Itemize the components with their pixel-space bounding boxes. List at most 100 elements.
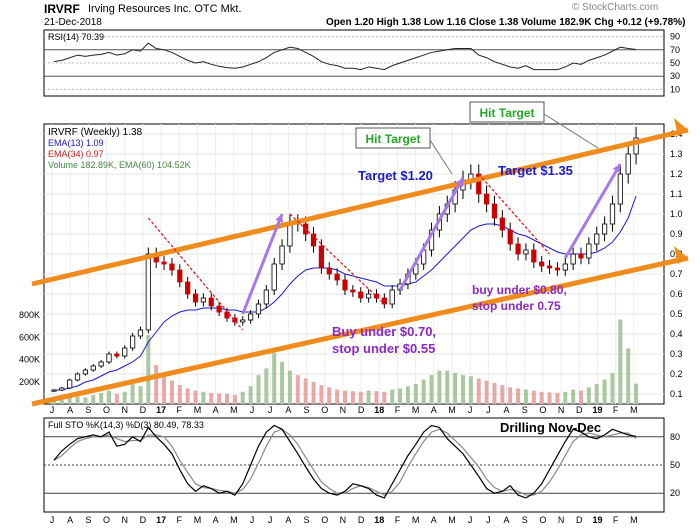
x-tick-label: J [268, 515, 273, 525]
candle-body [373, 293, 380, 299]
volume-bar [193, 390, 198, 404]
volume-bar [398, 388, 403, 404]
x-tick-label: A [213, 405, 219, 415]
price-tick-label: 0.6 [670, 289, 683, 299]
candle-body [177, 269, 183, 283]
x-tick-label: S [522, 515, 528, 525]
candle-body [74, 373, 81, 381]
volume-bar [107, 390, 111, 404]
x-tick-label: J [50, 515, 55, 525]
price-tick-label: 1.1 [670, 189, 683, 199]
candle-body [122, 347, 128, 357]
stop-075-label: stop under 0.75 [472, 299, 561, 313]
downtrend-line-2 [289, 213, 385, 305]
hit-target-label-1: Hit Target [365, 132, 420, 146]
x-tick-label: J [468, 515, 473, 525]
x-tick-label: 17 [156, 405, 166, 415]
x-tick-label: M [630, 515, 638, 525]
x-tick-label: M [194, 515, 202, 525]
volume-bar [169, 380, 174, 404]
candle-body [358, 291, 364, 299]
candle-body [279, 245, 285, 265]
x-tick-label: M [412, 405, 420, 415]
x-tick-label: S [522, 405, 528, 415]
ohlc-summary: Open 1.20 High 1.38 Low 1.16 Close 1.38 … [326, 17, 686, 28]
hit-target-label-1-box [355, 127, 431, 149]
candle-body [334, 273, 340, 281]
x-tick-label: J [486, 515, 491, 525]
x-tick-label: O [103, 405, 110, 415]
volume-bar [59, 399, 64, 404]
candle-body [562, 263, 568, 271]
volume-bar [335, 389, 340, 404]
volume-bar [130, 384, 135, 404]
x-tick-label: N [558, 515, 565, 525]
x-tick-label: O [539, 515, 546, 525]
volume-bar [256, 375, 261, 404]
volume-bar [311, 381, 316, 404]
x-tick-label: 19 [592, 515, 602, 525]
volume-bar [579, 390, 583, 404]
volume-tick-label: 400K [19, 355, 40, 365]
candle-body [531, 249, 537, 263]
rsi-tick-label: 50 [670, 58, 680, 68]
candle-body [271, 263, 277, 291]
volume-bar [500, 385, 505, 404]
volume-bar [272, 352, 277, 404]
volume-bar [185, 388, 190, 404]
sto-k-line [53, 424, 637, 499]
channel-upper-arrowhead [674, 118, 688, 136]
candle-body [617, 173, 623, 205]
candle-body [546, 265, 553, 269]
x-tick-label: M [448, 515, 456, 525]
candle-body [247, 313, 254, 321]
candle-body [507, 229, 513, 245]
price-tick-label: 0.1 [670, 389, 683, 399]
x-tick-label: O [103, 515, 110, 525]
volume-bar [209, 392, 214, 404]
rsi-tick-label: 10 [670, 84, 680, 94]
volume-bar [571, 389, 576, 404]
candle-body [185, 281, 191, 295]
x-tick-label: N [340, 405, 347, 415]
x-tick-label: D [576, 515, 583, 525]
volume-tick-label: 600K [19, 332, 40, 342]
candle-body [539, 261, 545, 267]
x-tick-label: M [194, 405, 202, 415]
downtrend-line-3 [478, 173, 551, 255]
volume-bar [492, 382, 497, 404]
x-tick-label: O [321, 405, 328, 415]
buy-080-label: buy under $0.80, [472, 283, 567, 297]
x-tick-label: J [250, 515, 255, 525]
x-tick-label: J [250, 405, 255, 415]
x-tick-label: F [613, 515, 619, 525]
candle-body [609, 203, 616, 225]
candle-body [499, 217, 505, 231]
sto-tick-label: 20 [670, 488, 680, 498]
x-tick-label: D [140, 405, 147, 415]
channel-upper-line [31, 127, 689, 287]
x-tick-label: A [504, 405, 510, 415]
chart-date: 21-Dec-2018 [44, 17, 102, 28]
x-tick-label: S [85, 515, 91, 525]
rsi-tick-label: 90 [670, 32, 680, 42]
x-tick-label: O [321, 515, 328, 525]
hit-target-label-2: Hit Target [479, 106, 534, 120]
x-tick-label: A [431, 405, 437, 415]
sto-d-line [53, 428, 637, 496]
volume-bar [468, 376, 473, 404]
volume-bar [634, 383, 639, 404]
x-tick-label: J [468, 405, 473, 415]
volume-bar [539, 391, 544, 404]
volume-label: Volume 182.89K, EMA(60) 104.52K [48, 160, 191, 170]
volume-bar [366, 390, 371, 404]
price-tick-label: 0.3 [670, 349, 683, 359]
volume-bar [75, 396, 80, 404]
channel-lower-line [31, 255, 689, 407]
volume-bar [484, 380, 489, 404]
x-tick-label: M [630, 405, 638, 415]
volume-bar [91, 395, 96, 404]
candle-body [90, 365, 96, 371]
ema34-label: EMA(34) 0.97 [48, 149, 104, 159]
x-tick-label: N [121, 405, 128, 415]
